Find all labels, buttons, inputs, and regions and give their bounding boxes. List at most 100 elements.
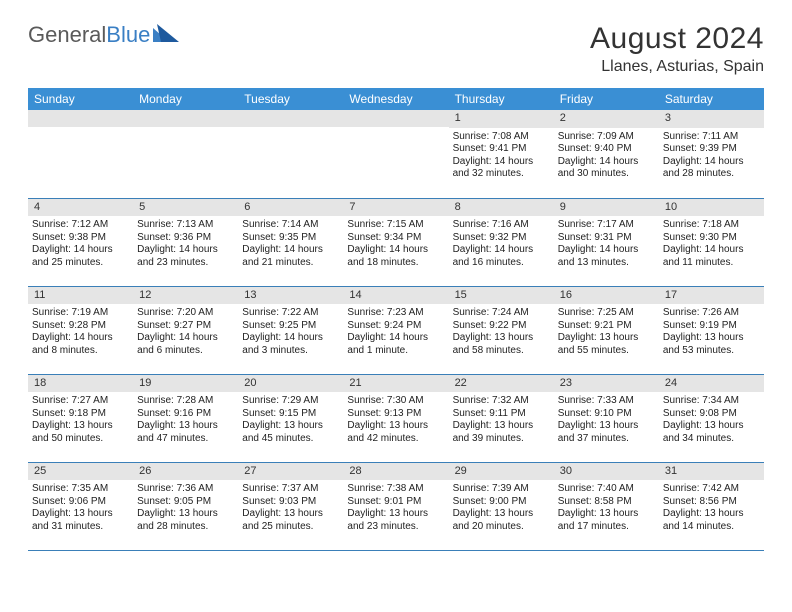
sunrise-text: Sunrise: 7:08 AM (453, 131, 550, 144)
sunset-text: Sunset: 9:30 PM (663, 232, 760, 245)
sunrise-text: Sunrise: 7:18 AM (663, 219, 760, 232)
day-number: 13 (238, 287, 343, 305)
day-number (28, 110, 133, 127)
daylight-text: and 30 minutes. (558, 168, 655, 181)
calendar-day-cell: 2Sunrise: 7:09 AMSunset: 9:40 PMDaylight… (554, 110, 659, 198)
calendar-day-cell: 15Sunrise: 7:24 AMSunset: 9:22 PMDayligh… (449, 286, 554, 374)
brand-logo: GeneralBlue (28, 22, 179, 48)
sunset-text: Sunset: 9:38 PM (32, 232, 129, 245)
calendar-table: Sunday Monday Tuesday Wednesday Thursday… (28, 88, 764, 551)
daylight-text: Daylight: 13 hours (453, 508, 550, 521)
calendar-page: GeneralBlue August 2024 Llanes, Asturias… (0, 0, 792, 567)
sunset-text: Sunset: 9:28 PM (32, 320, 129, 333)
daylight-text: and 50 minutes. (32, 433, 129, 446)
daylight-text: Daylight: 14 hours (242, 244, 339, 257)
daylight-text: and 37 minutes. (558, 433, 655, 446)
day-number: 12 (133, 287, 238, 305)
sunset-text: Sunset: 9:25 PM (242, 320, 339, 333)
sunset-text: Sunset: 9:16 PM (137, 408, 234, 421)
calendar-week-row: 18Sunrise: 7:27 AMSunset: 9:18 PMDayligh… (28, 374, 764, 462)
calendar-day-cell: 31Sunrise: 7:42 AMSunset: 8:56 PMDayligh… (659, 462, 764, 550)
sunset-text: Sunset: 9:39 PM (663, 143, 760, 156)
daylight-text: and 13 minutes. (558, 257, 655, 270)
sunset-text: Sunset: 9:32 PM (453, 232, 550, 245)
day-number: 31 (659, 463, 764, 481)
daylight-text: and 21 minutes. (242, 257, 339, 270)
sunrise-text: Sunrise: 7:40 AM (558, 483, 655, 496)
sunrise-text: Sunrise: 7:13 AM (137, 219, 234, 232)
sunrise-text: Sunrise: 7:17 AM (558, 219, 655, 232)
daylight-text: Daylight: 14 hours (558, 156, 655, 169)
daylight-text: Daylight: 14 hours (663, 156, 760, 169)
month-title: August 2024 (590, 22, 764, 56)
calendar-day-cell: 7Sunrise: 7:15 AMSunset: 9:34 PMDaylight… (343, 198, 448, 286)
daylight-text: and 34 minutes. (663, 433, 760, 446)
daylight-text: and 47 minutes. (137, 433, 234, 446)
calendar-week-row: 11Sunrise: 7:19 AMSunset: 9:28 PMDayligh… (28, 286, 764, 374)
daylight-text: and 6 minutes. (137, 345, 234, 358)
sunrise-text: Sunrise: 7:26 AM (663, 307, 760, 320)
logo-text-1: General (28, 22, 106, 48)
sunset-text: Sunset: 9:24 PM (347, 320, 444, 333)
daylight-text: Daylight: 14 hours (663, 244, 760, 257)
day-number (343, 110, 448, 127)
calendar-day-cell: 12Sunrise: 7:20 AMSunset: 9:27 PMDayligh… (133, 286, 238, 374)
calendar-day-cell: 3Sunrise: 7:11 AMSunset: 9:39 PMDaylight… (659, 110, 764, 198)
daylight-text: and 20 minutes. (453, 521, 550, 534)
title-block: August 2024 Llanes, Asturias, Spain (590, 22, 764, 76)
sunrise-text: Sunrise: 7:37 AM (242, 483, 339, 496)
calendar-day-cell: 10 Sunrise: 7:18 AMSunset: 9:30 PMDayligh… (659, 198, 764, 286)
day-number: 2 (554, 110, 659, 128)
sunrise-text: Sunrise: 7:14 AM (242, 219, 339, 232)
sunrise-text: Sunrise: 7:11 AM (663, 131, 760, 144)
daylight-text: and 25 minutes. (32, 257, 129, 270)
daylight-text: and 55 minutes. (558, 345, 655, 358)
day-number: 6 (238, 199, 343, 217)
sunrise-text: Sunrise: 7:29 AM (242, 395, 339, 408)
sunrise-text: Sunrise: 7:39 AM (453, 483, 550, 496)
daylight-text: Daylight: 14 hours (242, 332, 339, 345)
calendar-day-cell: 29Sunrise: 7:39 AMSunset: 9:00 PMDayligh… (449, 462, 554, 550)
daylight-text: Daylight: 14 hours (347, 244, 444, 257)
weekday-header: Monday (133, 88, 238, 110)
day-number: 21 (343, 375, 448, 393)
calendar-day-cell: 11Sunrise: 7:19 AMSunset: 9:28 PMDayligh… (28, 286, 133, 374)
sunrise-text: Sunrise: 7:33 AM (558, 395, 655, 408)
daylight-text: Daylight: 13 hours (663, 332, 760, 345)
day-number: 26 (133, 463, 238, 481)
calendar-day-cell: 17Sunrise: 7:26 AMSunset: 9:19 PMDayligh… (659, 286, 764, 374)
sunset-text: Sunset: 9:00 PM (453, 496, 550, 509)
day-number: 18 (28, 375, 133, 393)
sunset-text: Sunset: 9:35 PM (242, 232, 339, 245)
sunset-text: Sunset: 9:01 PM (347, 496, 444, 509)
weekday-header: Thursday (449, 88, 554, 110)
sunset-text: Sunset: 9:31 PM (558, 232, 655, 245)
calendar-day-cell: 21Sunrise: 7:30 AMSunset: 9:13 PMDayligh… (343, 374, 448, 462)
sunrise-text: Sunrise: 7:23 AM (347, 307, 444, 320)
calendar-day-cell: 27Sunrise: 7:37 AMSunset: 9:03 PMDayligh… (238, 462, 343, 550)
daylight-text: and 28 minutes. (137, 521, 234, 534)
day-number: 10 (659, 199, 764, 217)
sunset-text: Sunset: 9:34 PM (347, 232, 444, 245)
calendar-week-row: 25Sunrise: 7:35 AMSunset: 9:06 PMDayligh… (28, 462, 764, 550)
weekday-header: Wednesday (343, 88, 448, 110)
sunset-text: Sunset: 9:13 PM (347, 408, 444, 421)
calendar-day-cell: 24Sunrise: 7:34 AMSunset: 9:08 PMDayligh… (659, 374, 764, 462)
day-number: 5 (133, 199, 238, 217)
daylight-text: and 58 minutes. (453, 345, 550, 358)
daylight-text: and 17 minutes. (558, 521, 655, 534)
calendar-day-cell: 8Sunrise: 7:16 AMSunset: 9:32 PMDaylight… (449, 198, 554, 286)
sunrise-text: Sunrise: 7:30 AM (347, 395, 444, 408)
calendar-day-cell: 16Sunrise: 7:25 AMSunset: 9:21 PMDayligh… (554, 286, 659, 374)
sunset-text: Sunset: 9:06 PM (32, 496, 129, 509)
daylight-text: Daylight: 13 hours (558, 420, 655, 433)
calendar-day-cell (343, 110, 448, 198)
sunrise-text: Sunrise: 7:42 AM (663, 483, 760, 496)
calendar-week-row: 1Sunrise: 7:08 AMSunset: 9:41 PMDaylight… (28, 110, 764, 198)
daylight-text: Daylight: 13 hours (242, 420, 339, 433)
calendar-day-cell: 6 Sunrise: 7:14 AMSunset: 9:35 PMDaylight… (238, 198, 343, 286)
day-number: 17 (659, 287, 764, 305)
day-number: 30 (554, 463, 659, 481)
sunset-text: Sunset: 9:18 PM (32, 408, 129, 421)
daylight-text: and 53 minutes. (663, 345, 760, 358)
